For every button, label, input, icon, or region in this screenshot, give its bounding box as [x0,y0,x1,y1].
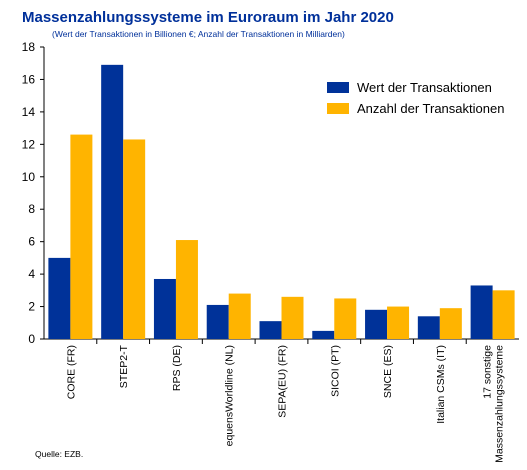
bar [48,257,71,339]
x-category-label: SEPA(EU) (FR) [277,345,289,418]
x-category-label: SICOI (PT) [329,345,341,397]
bar [470,285,493,339]
y-tick-label: 8 [28,202,35,216]
y-tick-label: 14 [22,105,36,119]
chart-subtitle: (Wert der Transaktionen in Billionen €; … [52,29,345,39]
x-category-label: SNCE (ES) [382,345,394,398]
bar [439,308,462,339]
bar [206,304,229,339]
legend-swatch [327,82,349,93]
legend: Wert der Transaktionen Anzahl der Transak… [327,80,504,116]
bar [334,298,357,339]
y-tick-label: 0 [28,332,35,346]
legend-swatch [327,103,349,114]
legend-label: Wert der Transaktionen [357,80,492,95]
x-category-label: 17 sonstige [482,345,494,399]
bar [492,290,515,339]
y-tick-label: 12 [22,137,36,151]
chart-title: Massenzahlungssysteme im Euroraum im Jah… [22,9,394,26]
x-category-label: RPS (DE) [171,345,183,391]
bar [70,134,93,339]
y-tick-label: 4 [28,267,35,281]
bar [387,306,410,339]
x-category-label: Massenzahlungssysteme [494,345,506,463]
bar [417,316,440,339]
y-tick-label: 10 [22,170,36,184]
bar [312,330,335,339]
bar [123,139,146,339]
y-tick-label: 16 [22,72,36,86]
legend-label: Anzahl der Transaktionen [357,101,504,116]
bar [153,278,176,339]
bar [228,293,251,339]
x-category-label: Italian CSMs (IT) [435,345,447,424]
bar [259,321,282,339]
bar [175,240,198,339]
bar [365,309,388,339]
x-category-label: STEP2-T [118,344,130,388]
y-tick-label: 6 [28,235,35,249]
axes: 0 2 4 6 8 10 12 14 16 18 CORE (FR) STEP2-T RPS (DE) e… [22,40,519,463]
bars [48,64,515,339]
bar [101,64,124,339]
x-category-label: equensWorldline (NL) [224,345,236,446]
y-tick-label: 18 [22,40,36,54]
x-category-label: CORE (FR) [65,345,77,399]
bar [281,296,304,339]
y-tick-label: 2 [28,300,35,314]
source-note: Quelle: EZB. [35,449,84,459]
